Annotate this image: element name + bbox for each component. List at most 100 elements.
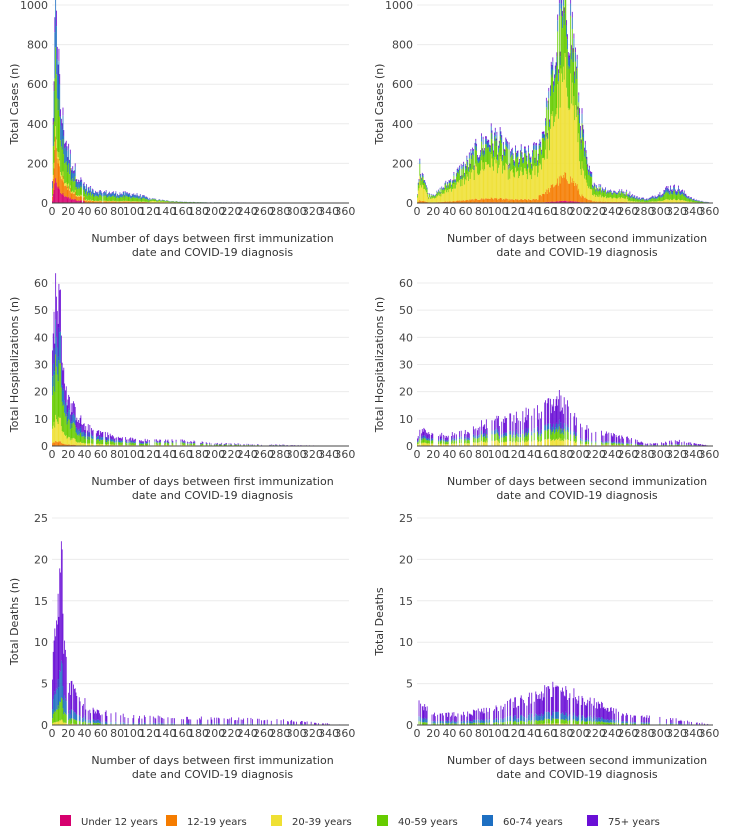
bar-segment bbox=[445, 181, 447, 184]
bar-segment bbox=[142, 443, 144, 446]
bar-segment bbox=[54, 343, 56, 372]
bar-segment bbox=[421, 178, 422, 181]
bar-segment bbox=[135, 445, 136, 446]
bar-segment bbox=[112, 200, 114, 202]
bar-segment bbox=[614, 192, 616, 194]
bar-segment bbox=[82, 431, 84, 437]
bar-segment bbox=[519, 159, 520, 161]
bar-segment bbox=[612, 192, 614, 194]
bar-segment bbox=[682, 193, 683, 200]
bar-segment bbox=[223, 444, 225, 445]
bar-segment bbox=[551, 185, 553, 202]
bar-segment bbox=[143, 441, 144, 444]
bar-segment bbox=[120, 442, 122, 445]
bar-segment bbox=[558, 176, 560, 201]
bar-segment bbox=[674, 190, 675, 199]
bar-segment bbox=[534, 163, 536, 176]
bar-segment bbox=[82, 197, 84, 201]
bar-segment bbox=[646, 198, 648, 200]
bar-segment bbox=[145, 196, 147, 199]
bar-segment bbox=[85, 189, 87, 191]
bar-segment bbox=[67, 412, 69, 422]
bar-segment bbox=[142, 195, 144, 198]
bar-segment bbox=[84, 187, 86, 193]
bar-segment bbox=[462, 164, 464, 167]
bar-segment bbox=[654, 201, 656, 203]
bar-segment bbox=[622, 191, 623, 193]
bar-segment bbox=[675, 192, 677, 195]
bar-segment bbox=[483, 156, 485, 171]
bar-segment bbox=[437, 193, 439, 197]
bar-segment bbox=[224, 444, 226, 446]
bar-segment bbox=[95, 195, 97, 201]
bar-segment bbox=[83, 436, 85, 443]
bar-segment bbox=[445, 180, 447, 182]
bar-segment bbox=[643, 198, 645, 200]
bar-segment bbox=[116, 198, 118, 202]
bar-segment bbox=[676, 191, 678, 193]
bar-segment bbox=[125, 191, 127, 193]
bar-segment bbox=[464, 176, 465, 185]
bar-segment bbox=[144, 441, 146, 443]
bar-segment bbox=[221, 444, 223, 446]
bar-segment bbox=[63, 182, 65, 196]
bar-segment bbox=[673, 185, 675, 188]
bar-segment bbox=[662, 200, 664, 203]
bar-segment bbox=[190, 442, 192, 444]
bar-segment bbox=[59, 290, 61, 333]
bar-segment bbox=[455, 176, 457, 185]
bar-segment bbox=[541, 154, 542, 170]
bar-segment bbox=[500, 198, 502, 203]
bar-segment bbox=[670, 194, 672, 201]
bar-segment bbox=[140, 442, 142, 444]
bar-segment bbox=[96, 196, 98, 201]
bar-segment bbox=[455, 201, 456, 203]
bar-segment bbox=[631, 195, 632, 197]
bar-segment bbox=[688, 201, 690, 203]
bar-segment bbox=[489, 167, 491, 199]
bar-segment bbox=[144, 197, 146, 200]
bar-segment bbox=[139, 442, 141, 444]
bar-segment bbox=[573, 180, 575, 202]
bar-segment bbox=[524, 199, 525, 203]
bar-segment bbox=[56, 347, 58, 375]
bar-segment bbox=[86, 199, 87, 201]
bar-segment bbox=[584, 156, 585, 179]
bar-segment bbox=[108, 193, 109, 197]
bar-segment bbox=[526, 155, 528, 158]
bar-segment bbox=[126, 192, 128, 197]
bar-segment bbox=[495, 198, 497, 203]
bar-segment bbox=[172, 442, 174, 444]
bar-segment bbox=[188, 442, 190, 444]
bar-segment bbox=[632, 197, 634, 199]
bar-segment bbox=[549, 126, 550, 151]
bar-segment bbox=[691, 200, 693, 203]
bar-segment bbox=[537, 172, 539, 200]
bar-segment bbox=[547, 109, 549, 139]
bar-segment bbox=[73, 444, 74, 446]
bar-segment bbox=[60, 193, 62, 203]
bar-segment bbox=[553, 201, 555, 203]
bar-segment bbox=[64, 143, 66, 149]
bar-segment bbox=[120, 194, 122, 198]
bar-segment bbox=[56, 336, 57, 367]
bar-segment bbox=[586, 164, 588, 183]
bar-segment bbox=[636, 196, 638, 197]
bar-segment bbox=[489, 152, 491, 168]
bar-segment bbox=[554, 65, 556, 70]
bar-segment bbox=[605, 188, 606, 190]
bar-segment bbox=[487, 163, 489, 199]
bar-segment bbox=[577, 142, 579, 191]
bar-segment bbox=[532, 198, 534, 203]
bar-segment bbox=[556, 201, 558, 203]
bar-segment bbox=[424, 201, 426, 203]
bar-segment bbox=[73, 181, 74, 193]
bar-segment bbox=[523, 174, 525, 200]
bar-segment bbox=[694, 200, 696, 203]
bar-segment bbox=[60, 172, 61, 177]
bar-segment bbox=[669, 200, 671, 203]
bar-segment bbox=[489, 151, 490, 168]
bar-segment bbox=[87, 187, 89, 189]
bar-segment bbox=[143, 201, 144, 203]
